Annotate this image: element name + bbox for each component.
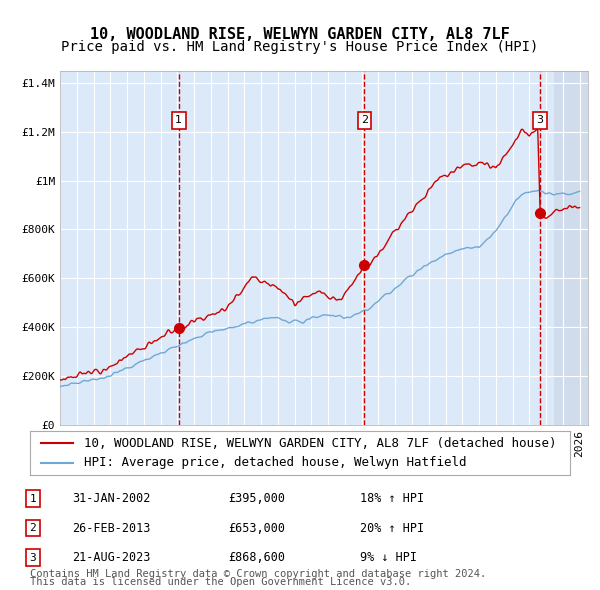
Text: 21-AUG-2023: 21-AUG-2023	[72, 551, 151, 564]
Text: 20% ↑ HPI: 20% ↑ HPI	[360, 522, 424, 535]
Text: 9% ↓ HPI: 9% ↓ HPI	[360, 551, 417, 564]
Text: Price paid vs. HM Land Registry's House Price Index (HPI): Price paid vs. HM Land Registry's House …	[61, 40, 539, 54]
Text: £653,000: £653,000	[228, 522, 285, 535]
Text: This data is licensed under the Open Government Licence v3.0.: This data is licensed under the Open Gov…	[30, 577, 411, 587]
Text: 18% ↑ HPI: 18% ↑ HPI	[360, 492, 424, 505]
Bar	[554, 71, 588, 425]
Text: 1: 1	[29, 494, 37, 503]
Text: 31-JAN-2002: 31-JAN-2002	[72, 492, 151, 505]
Text: HPI: Average price, detached house, Welwyn Hatfield: HPI: Average price, detached house, Welw…	[84, 456, 467, 469]
Text: £395,000: £395,000	[228, 492, 285, 505]
Text: 3: 3	[536, 116, 544, 125]
Text: 26-FEB-2013: 26-FEB-2013	[72, 522, 151, 535]
Text: 2: 2	[361, 116, 368, 125]
Text: 1: 1	[175, 116, 182, 125]
Text: £868,600: £868,600	[228, 551, 285, 564]
Text: 3: 3	[29, 553, 37, 562]
Text: 10, WOODLAND RISE, WELWYN GARDEN CITY, AL8 7LF (detached house): 10, WOODLAND RISE, WELWYN GARDEN CITY, A…	[84, 437, 557, 450]
Bar	[179, 71, 540, 425]
Text: Contains HM Land Registry data © Crown copyright and database right 2024.: Contains HM Land Registry data © Crown c…	[30, 569, 486, 579]
Text: 2: 2	[29, 523, 37, 533]
Text: 10, WOODLAND RISE, WELWYN GARDEN CITY, AL8 7LF: 10, WOODLAND RISE, WELWYN GARDEN CITY, A…	[90, 27, 510, 41]
